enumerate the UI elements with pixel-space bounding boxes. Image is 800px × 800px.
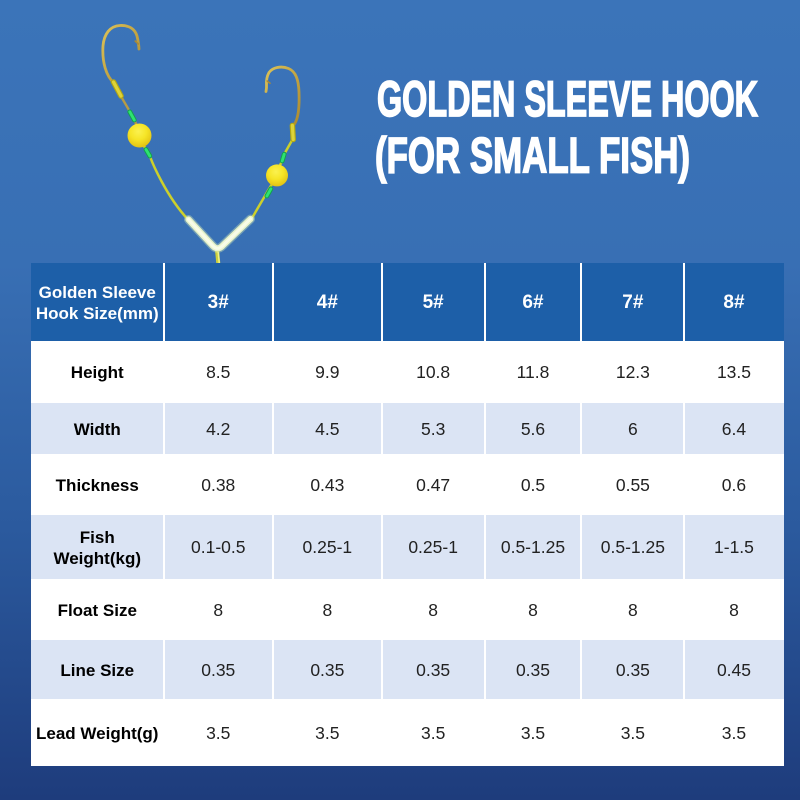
svg-text:(FOR SMALL FISH): (FOR SMALL FISH) — [375, 127, 690, 184]
svg-text:GOLDEN SLEEVE HOOK: GOLDEN SLEEVE HOOK — [377, 70, 758, 127]
